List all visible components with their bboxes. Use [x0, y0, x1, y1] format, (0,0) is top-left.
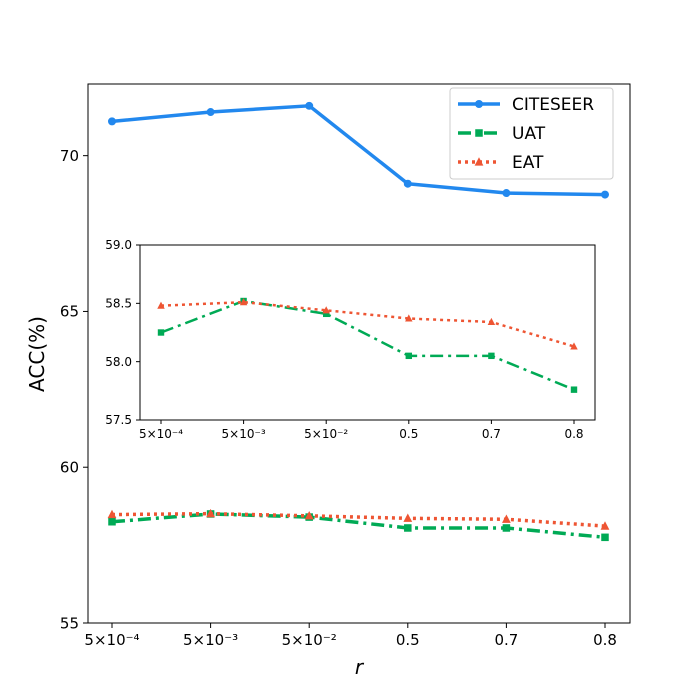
inset-y-tick-label: 57.5: [105, 413, 132, 427]
main-plot-area: 5×10⁻⁴ 5×10⁻³ 5×10⁻² 0.5 0.7 0.8 55 60 65 70: [60, 101, 617, 649]
inset-point-uat: [405, 352, 412, 360]
main-y-tick-label: 60: [60, 458, 79, 476]
inset-line-eat: [160, 300, 575, 348]
inset-y-tick-label: 59.0: [105, 238, 132, 252]
main-point-citeseer: [403, 179, 412, 188]
main-plot-frame: [87, 83, 631, 624]
inset-plot-frame: [139, 244, 596, 421]
inset-point-eat: [487, 317, 496, 326]
inset-line-uat: [160, 299, 575, 391]
inset-point-uat: [488, 352, 495, 360]
main-line-eat: [111, 511, 606, 528]
legend-label-eat: EAT: [512, 153, 544, 173]
main-x-tick-label: 5×10⁻³: [183, 631, 238, 649]
inset-series-eat: [157, 298, 578, 350]
main-series-eat: [107, 508, 610, 530]
main-point-citeseer: [305, 101, 314, 110]
main-point-citeseer: [206, 108, 215, 117]
inset-y-tick-label: 58.5: [105, 297, 132, 311]
x-axis-label: r: [355, 655, 365, 679]
main-y-tick-label: 55: [60, 614, 79, 632]
main-point-eat: [206, 508, 215, 518]
main-point-eat: [600, 521, 610, 530]
legend-marker-citeseer: [475, 100, 483, 108]
inset-point-eat: [570, 342, 578, 350]
main-point-citeseer: [108, 117, 116, 126]
main-point-eat: [304, 511, 314, 520]
main-point-uat: [502, 524, 511, 532]
main-series-citeseer: [108, 101, 609, 199]
main-point-uat: [601, 533, 609, 542]
main-point-eat: [403, 513, 413, 522]
inset-point-eat: [405, 314, 413, 322]
inset-point-eat: [157, 301, 165, 309]
inset-x-tick-label: 5×10⁻³: [222, 427, 266, 441]
inset-x-tick-label: 5×10⁻²: [304, 427, 348, 441]
main-x-tick-label: 0.5: [396, 631, 420, 649]
main-point-citeseer: [601, 190, 609, 199]
inset-point-uat: [157, 329, 165, 336]
main-x-tick-label: 5×10⁻²: [282, 631, 337, 649]
main-x-tick-label: 0.8: [593, 631, 617, 649]
main-point-citeseer: [502, 189, 511, 198]
inset-point-eat: [322, 306, 330, 314]
inset-x-tick-label: 5×10⁻⁴: [139, 427, 183, 441]
inset-x-tick-label: 0.8: [564, 427, 583, 441]
legend-label-citeseer: CITESEER: [512, 95, 594, 115]
inset-point-uat: [570, 386, 578, 393]
legend-box: [449, 87, 614, 180]
main-y-tick-label: 70: [60, 147, 79, 165]
main-point-eat: [502, 514, 511, 523]
inset-x-tick-label: 0.7: [482, 427, 501, 441]
legend-marker-eat: [474, 157, 484, 166]
main-line-citeseer: [111, 104, 606, 197]
inset-point-uat: [323, 310, 330, 318]
legend: CITESEER UAT EAT: [449, 87, 614, 180]
legend-marker-uat: [475, 129, 483, 137]
main-x-tick-label: 0.7: [494, 631, 518, 649]
main-point-uat: [404, 524, 412, 532]
main-point-uat: [108, 517, 116, 526]
main-x-tick-label: 5×10⁻⁴: [84, 631, 139, 649]
main-y-tick-label: 65: [60, 303, 79, 321]
inset-x-tick-label: 0.5: [399, 427, 418, 441]
inset-y-tick-label: 58.0: [105, 355, 132, 369]
inset-plot-area: 5×10⁻⁴ 5×10⁻³ 5×10⁻² 0.5 0.7 0.8 57.5 58.0 58.5 5…: [105, 238, 583, 441]
y-axis-label: ACC(%): [25, 316, 49, 392]
inset-point-eat: [239, 298, 248, 306]
main-point-eat: [107, 509, 117, 519]
main-line-uat: [111, 512, 606, 540]
legend-label-uat: UAT: [512, 124, 546, 144]
